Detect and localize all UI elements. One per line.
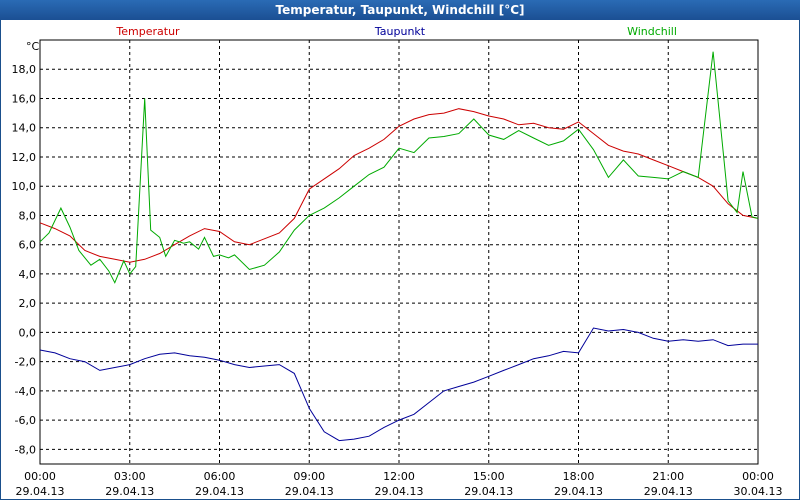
y-tick-label: -2,0	[15, 356, 36, 369]
x-tick-date-label: 29.04.13	[644, 485, 693, 498]
legend-entry-windchill: Windchill	[627, 25, 677, 38]
y-tick-label: 12,0	[12, 151, 37, 164]
y-tick-label: 8,0	[19, 209, 37, 222]
x-tick-date-label: 29.04.13	[464, 485, 513, 498]
x-tick-time-label: 00:00	[24, 470, 56, 483]
y-tick-label: -8,0	[15, 443, 36, 456]
y-tick-label: 0,0	[19, 326, 37, 339]
plot-area-border	[39, 39, 759, 465]
x-tick-date-label: 29.04.13	[375, 485, 424, 498]
chart-title: Temperatur, Taupunkt, Windchill [°C]	[0, 0, 800, 20]
y-axis-unit-label: °C	[26, 40, 40, 53]
y-tick-label: 4,0	[19, 268, 37, 281]
x-tick-time-label: 18:00	[563, 470, 595, 483]
x-tick-time-label: 00:00	[742, 470, 774, 483]
y-tick-label: -6,0	[15, 414, 36, 427]
x-tick-time-label: 21:00	[652, 470, 684, 483]
x-tick-time-label: 09:00	[293, 470, 325, 483]
x-tick-time-label: 03:00	[114, 470, 146, 483]
x-tick-date-label: 29.04.13	[105, 485, 154, 498]
legend: Temperatur Taupunkt Windchill	[115, 25, 677, 38]
x-tick-date-label: 29.04.13	[195, 485, 244, 498]
x-tick-date-label: 29.04.13	[16, 485, 65, 498]
series-line-taupunkt	[39, 327, 758, 442]
y-tick-label: 14,0	[12, 122, 37, 135]
x-tick-time-label: 15:00	[473, 470, 505, 483]
series-line-windchill	[39, 51, 759, 284]
legend-entry-taupunkt: Taupunkt	[374, 25, 426, 38]
y-tick-label: 6,0	[19, 239, 37, 252]
x-tick-time-label: 06:00	[204, 470, 236, 483]
y-tick-label: 10,0	[12, 180, 37, 193]
series-line-temperatur	[39, 108, 759, 263]
series-group	[39, 51, 759, 442]
y-tick-label: 16,0	[12, 92, 37, 105]
x-axis: 00:00 29.04.13 03:00 29.04.13 06:00 29.04.13 0…	[16, 470, 783, 498]
x-tick-date-label: 30.04.13	[734, 485, 783, 498]
y-tick-label: -4,0	[15, 385, 36, 398]
x-tick-date-label: 29.04.13	[285, 485, 334, 498]
legend-entry-temperatur: Temperatur	[115, 25, 180, 38]
y-tick-label: 2,0	[19, 297, 37, 310]
y-tick-label: 18,0	[12, 63, 37, 76]
y-axis: -8,0 -6,0 -4,0 -2,0 0,0 2,0 4,0 6,0 8,0 10,0 12,0 1…	[12, 63, 37, 456]
x-tick-time-label: 12:00	[383, 470, 415, 483]
x-tick-date-label: 29.04.13	[554, 485, 603, 498]
grid	[40, 40, 758, 464]
